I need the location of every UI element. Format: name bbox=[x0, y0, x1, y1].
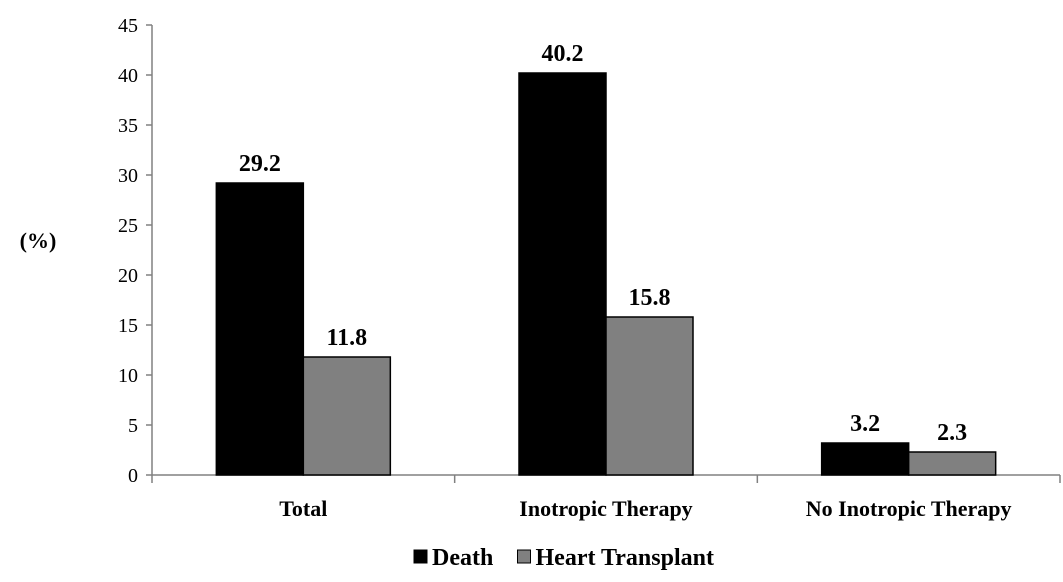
bar-death bbox=[215, 182, 305, 476]
bar-death bbox=[820, 442, 910, 476]
axes: 0 5 10 15 20 25 30 35 40 45 Total Inotropic Therapy… bbox=[118, 15, 1061, 521]
y-tick-label: 20 bbox=[118, 265, 138, 287]
y-tick-label: 0 bbox=[128, 465, 138, 487]
bar-value-label: 2.3 bbox=[937, 420, 967, 446]
bars bbox=[215, 72, 997, 476]
legend-label: Death bbox=[432, 545, 493, 571]
data-labels: 29.2 11.8 40.2 15.8 3.2 2.3 bbox=[239, 41, 967, 446]
y-tick-label: 25 bbox=[118, 215, 138, 237]
y-tick-label: 45 bbox=[118, 15, 138, 37]
x-category-label: Inotropic Therapy bbox=[519, 496, 692, 521]
x-category-label: Total bbox=[279, 496, 327, 521]
bar-heart-transplant bbox=[302, 356, 392, 476]
y-tick-label: 30 bbox=[118, 165, 138, 187]
legend: Death Heart Transplant bbox=[413, 545, 714, 571]
legend-label: Heart Transplant bbox=[536, 545, 714, 571]
y-axis-label: (%) bbox=[20, 228, 57, 253]
bar-value-label: 40.2 bbox=[542, 41, 584, 67]
bar-value-label: 15.8 bbox=[629, 285, 671, 311]
y-tick-label: 40 bbox=[118, 65, 138, 87]
y-tick-label: 5 bbox=[128, 415, 138, 437]
bar-heart-transplant bbox=[907, 451, 997, 476]
bar-value-label: 3.2 bbox=[850, 411, 880, 437]
bar-value-label: 11.8 bbox=[326, 325, 367, 351]
y-tick-label: 10 bbox=[118, 365, 138, 387]
legend-swatch bbox=[517, 549, 531, 564]
bar-heart-transplant bbox=[605, 316, 694, 476]
y-tick-label: 15 bbox=[118, 315, 138, 337]
y-tick-label: 35 bbox=[118, 115, 138, 137]
x-category-label: No Inotropic Therapy bbox=[806, 496, 1012, 521]
legend-swatch bbox=[413, 549, 428, 564]
bar-death bbox=[518, 72, 607, 476]
bar-value-label: 29.2 bbox=[239, 151, 281, 177]
